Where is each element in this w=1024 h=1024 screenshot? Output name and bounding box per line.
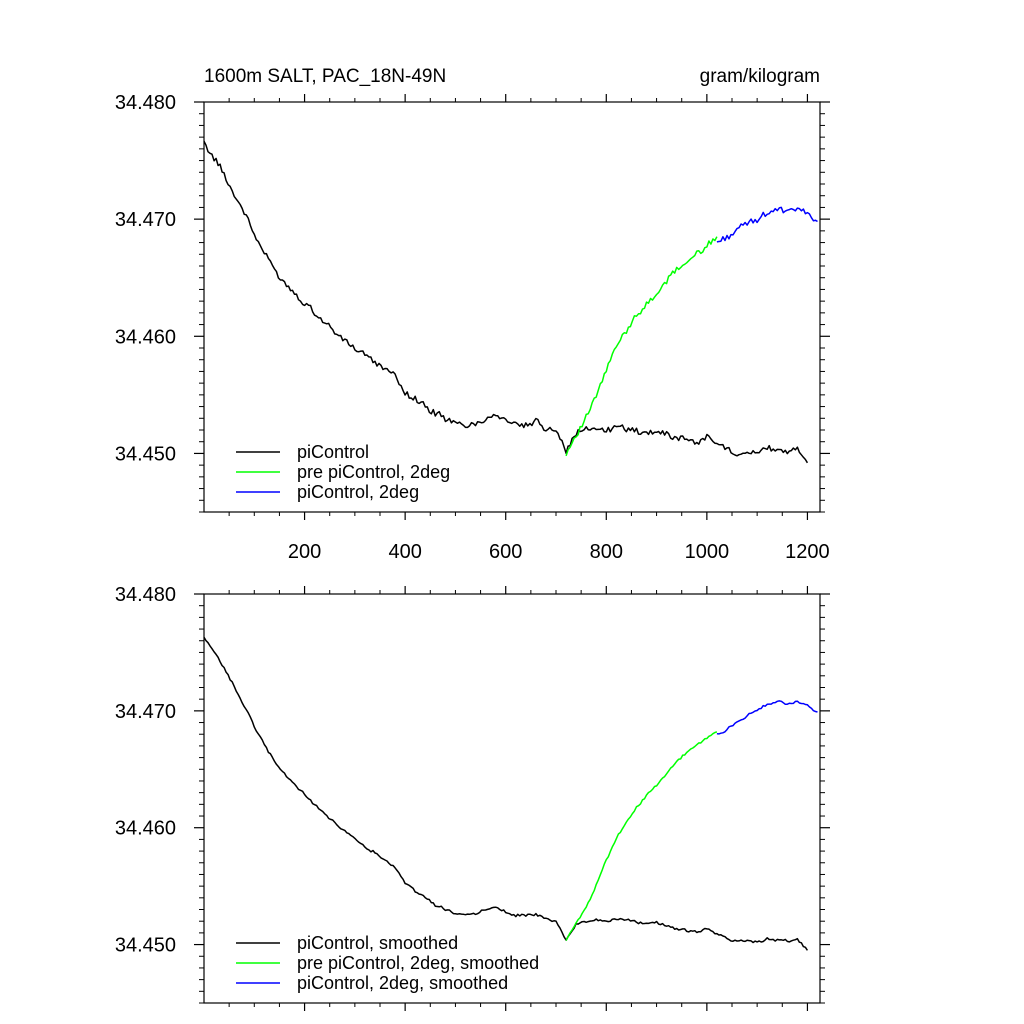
series-line-pre-piControl-2deg (565, 731, 718, 941)
legend-label: pre piControl, 2deg (297, 462, 450, 482)
legend-label: piControl, 2deg, smoothed (297, 973, 508, 993)
y-tick-label: 34.450 (115, 935, 176, 957)
x-tick-label: 1000 (685, 541, 730, 563)
y-tick-label: 34.450 (115, 443, 176, 465)
y-tick-label: 34.460 (115, 818, 176, 840)
plot-frame (203, 593, 821, 1004)
x-tick-label: 600 (489, 541, 522, 563)
chart-title: 1600m SALT, PAC_18N-49N (204, 66, 446, 87)
y-tick-label: 34.480 (115, 92, 176, 114)
legend-label: piControl, 2deg (297, 482, 419, 502)
bottom-panel: 34.450 34.460 34.470 34.480 piControl, smoot… (115, 584, 830, 1011)
series-line-piControl (203, 636, 809, 951)
legend-label: pre piControl, 2deg, smoothed (297, 953, 539, 973)
y-tick-label: 34.480 (115, 584, 176, 606)
series-line-piControl (203, 140, 809, 464)
series-line-pre-piControl-2deg (565, 236, 718, 457)
legend-label: piControl (297, 442, 369, 462)
x-tick-label: 200 (288, 541, 321, 563)
x-tick-label: 400 (388, 541, 421, 563)
legend-label: piControl, smoothed (297, 933, 458, 953)
x-tick-label: 800 (590, 541, 623, 563)
x-tick-label: 1200 (785, 541, 830, 563)
plot-frame (203, 101, 821, 513)
series-line-piControl-2deg (716, 206, 818, 243)
units-label: gram/kilogram (700, 66, 820, 87)
y-tick-label: 34.470 (115, 209, 176, 231)
top-panel: 200 400 600 800 1000 1200 34.450 34.460 34.470 34… (115, 92, 830, 563)
y-tick-label: 34.460 (115, 326, 176, 348)
series-line-piControl-2deg (716, 700, 818, 735)
y-tick-label: 34.470 (115, 701, 176, 723)
